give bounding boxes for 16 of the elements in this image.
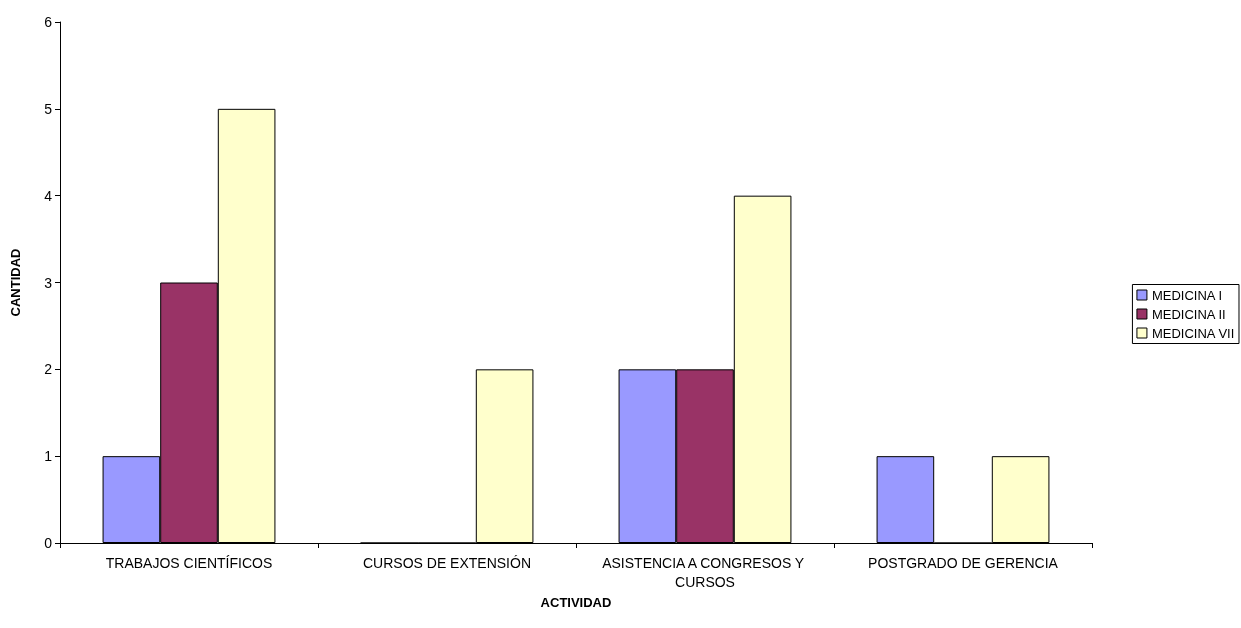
y-tick-label: 6 — [44, 14, 53, 30]
legend-label: MEDICINA VII — [1151, 325, 1235, 341]
legend-label: MEDICINA II — [1151, 306, 1226, 322]
x-tick-label: CURSOS DE EXTENSIÓN — [362, 554, 532, 571]
y-tick-label: 2 — [44, 361, 53, 378]
x-tick-label: TRABAJOS CIENTÍFICOS — [105, 554, 273, 571]
x-tick-label: POSTGRADO DE GERENCIA — [868, 554, 1059, 571]
y-tick-label: 3 — [44, 274, 53, 291]
y-tick-label: 5 — [44, 100, 53, 117]
y-tick-label: 0 — [44, 535, 53, 551]
y-axis-title: CANTIDAD — [8, 248, 23, 317]
y-tick-label: 1 — [44, 448, 53, 465]
x-axis-title: ACTIVIDAD — [540, 594, 612, 610]
legend-label: MEDICINA I — [1151, 287, 1223, 303]
y-tick-label: 4 — [44, 187, 53, 204]
x-tick-label: ASISTENCIA A CONGRESOS Y CURSOS — [602, 554, 808, 590]
